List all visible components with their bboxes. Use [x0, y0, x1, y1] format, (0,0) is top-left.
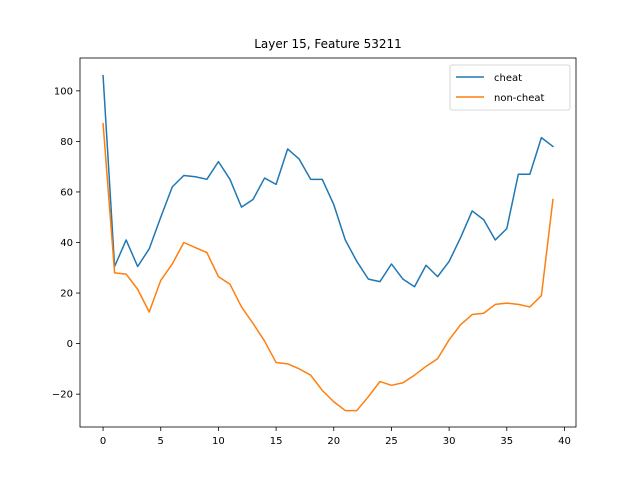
series-line-non-cheat	[102, 122, 554, 412]
series-line-cheat	[102, 74, 554, 288]
legend-label-non-cheat: non-cheat	[494, 93, 545, 104]
x-tick-label: 0	[100, 436, 106, 447]
x-tick-label: 35	[500, 436, 513, 447]
y-tick-label: 100	[54, 86, 73, 97]
x-tick-label: 25	[385, 436, 398, 447]
legend-label-cheat: cheat	[494, 73, 522, 84]
y-axis: −20 0 20 40 60 80 100	[52, 86, 80, 401]
x-axis: 0 5 10 15 20 25 30 35 40	[100, 427, 571, 447]
y-tick-label: −20	[52, 390, 73, 401]
y-tick-label: 60	[60, 187, 73, 198]
x-tick-label: 15	[270, 436, 283, 447]
y-tick-label: 0	[67, 339, 73, 350]
x-tick-label: 20	[327, 436, 340, 447]
y-tick-label: 80	[60, 137, 73, 148]
y-tick-label: 20	[60, 289, 73, 300]
legend: cheat non-cheat	[449, 64, 571, 111]
x-tick-label: 10	[212, 436, 225, 447]
y-tick-label: 40	[60, 238, 73, 249]
x-tick-label: 30	[443, 436, 456, 447]
series-layer	[102, 74, 554, 412]
chart-title: Layer 15, Feature 53211	[254, 37, 402, 51]
x-tick-label: 5	[158, 436, 164, 447]
x-tick-label: 40	[558, 436, 571, 447]
